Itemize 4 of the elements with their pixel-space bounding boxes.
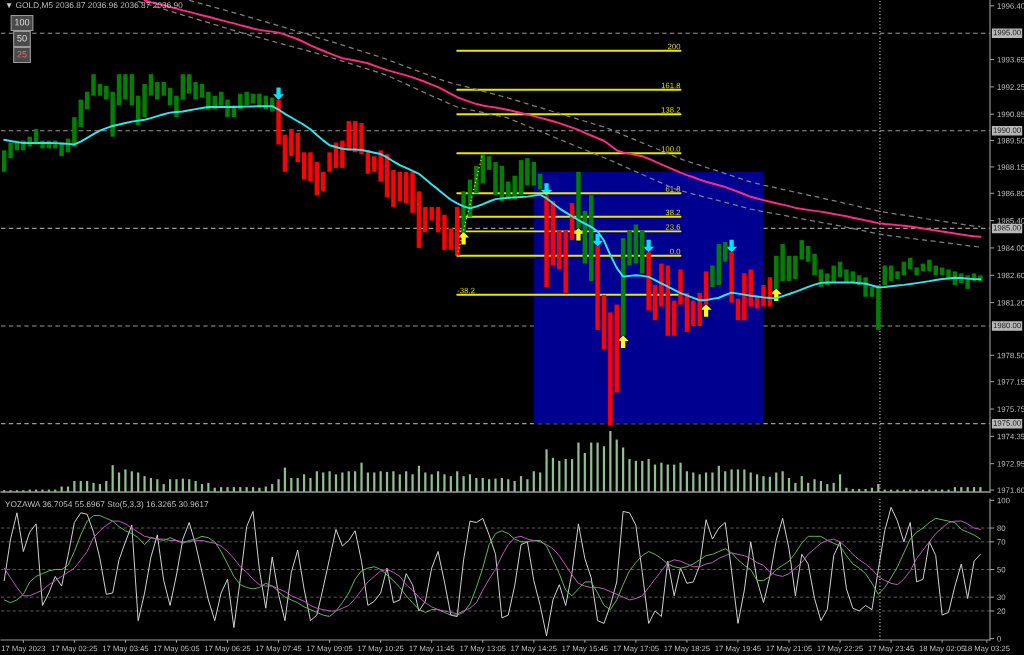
annotation: 50 xyxy=(17,34,27,42)
annotation: 100 xyxy=(15,18,30,26)
annotation: 25 xyxy=(17,50,27,58)
chart-title: YOZAWA 36.7054 55.6967 Sto(5,3,3) 16.3265 30.9617 xyxy=(5,501,209,509)
